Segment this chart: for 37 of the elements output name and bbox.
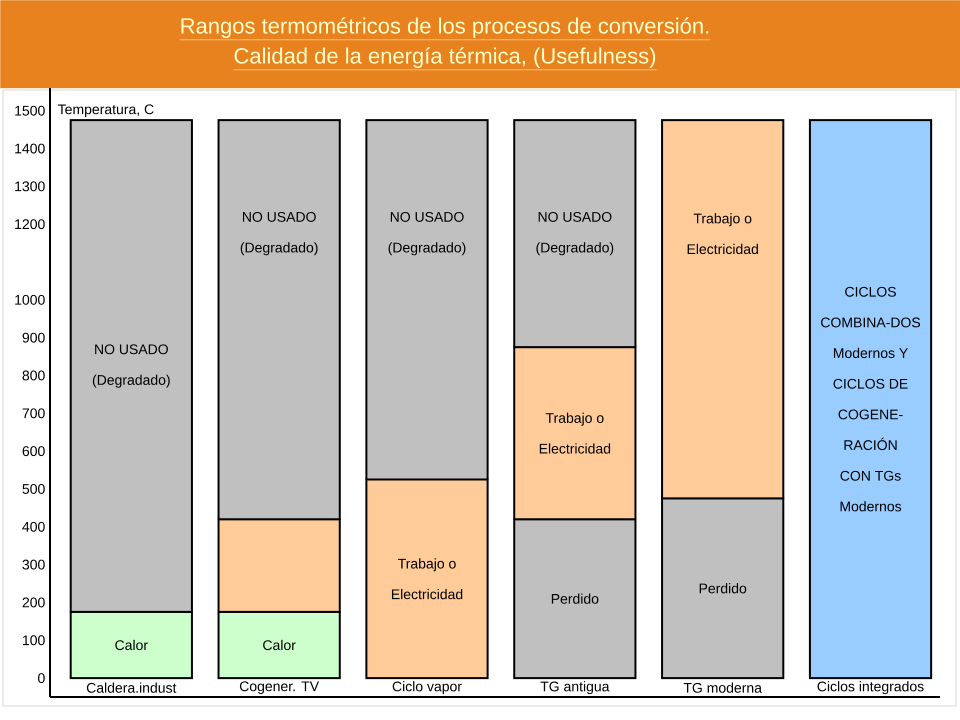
y-tick-label: 100 (23, 635, 45, 646)
y-tick-label: 500 (22, 484, 45, 494)
y-tick-label: 1400 (15, 144, 45, 154)
y-tick-label: 300 (22, 560, 45, 570)
y-tick-label: 600 (22, 446, 45, 456)
text: NO USADO (Degradado) (240, 212, 318, 256)
x-tick-label: Cogener. TV (240, 681, 320, 694)
text: NO USADO (Degradado) (388, 212, 466, 256)
text: Trabajo o Electricidad (540, 412, 610, 454)
y-tick-label: 1500 (15, 106, 45, 116)
text: Calor (263, 640, 296, 650)
series-label: Calor (115, 640, 148, 650)
y-axis-title: Temperatura, C (58, 104, 154, 118)
text: NO USADO (Degradado) (536, 212, 614, 256)
series-label: Perdido (700, 583, 746, 594)
x-tick-label: Caldera.indust (86, 682, 176, 693)
x-tick-label: TG antigua (540, 681, 610, 694)
x-tick-label: Ciclo vapor (392, 681, 462, 694)
text: CICLOS COMBINA-DOS Modernos Y CICLOS DE COGENE-RACIÓN CON TGs Modernos (821, 286, 920, 512)
x-tick-label: Ciclos integrados (818, 681, 924, 694)
x-tick-label: TG moderna (684, 682, 762, 693)
text: Trabajo o Electricidad (392, 558, 462, 600)
y-tick-label: 1000 (15, 294, 45, 305)
text: Perdido (552, 594, 598, 604)
chart-title: Rangos termométricos de los procesos de conversión. (181, 17, 708, 38)
text: NO USADO (Degradado) (92, 344, 170, 388)
bar (808, 119, 932, 680)
y-tick-label: 1300 (15, 181, 45, 192)
chart-subtitle: Calidad de la energía térmica, (Usefulness) (234, 47, 656, 68)
y-tick-label: 800 (22, 370, 45, 380)
y-tick-label: 900 (22, 332, 45, 343)
y-tick-label: 0 (38, 673, 45, 684)
y-tick-label: 400 (22, 522, 45, 532)
y-tick-label: 1200 (15, 219, 45, 230)
y-tick-label: 700 (22, 408, 45, 418)
y-tick-label: 200 (22, 597, 45, 608)
text: Trabajo o Electricidad (688, 213, 758, 254)
